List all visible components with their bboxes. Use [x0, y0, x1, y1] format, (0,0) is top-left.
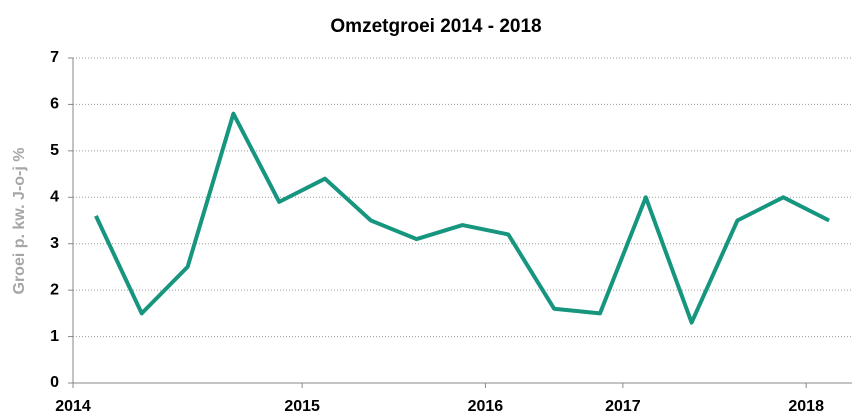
y-tick-label: 6: [50, 96, 59, 113]
y-tick-label: 0: [50, 374, 59, 391]
x-tick-label: 2016: [468, 398, 504, 415]
x-tick-label: 2014: [55, 398, 91, 415]
x-tick-label: 2018: [788, 398, 824, 415]
line-series: [94, 111, 831, 325]
y-tick-label: 5: [50, 142, 59, 159]
chart-title: Omzetgroei 2014 - 2018: [330, 16, 541, 37]
x-tick-label: 2017: [605, 398, 641, 415]
y-tick-label: 2: [50, 281, 59, 298]
y-tick-label: 3: [50, 235, 59, 252]
y-tick-label: 4: [50, 189, 59, 206]
x-tick-label: 2015: [284, 398, 320, 415]
y-tick-label: 7: [50, 49, 59, 66]
y-axis-label: Groei p. kw. J-o-j %: [11, 148, 28, 295]
y-tick-label: 1: [50, 328, 59, 345]
